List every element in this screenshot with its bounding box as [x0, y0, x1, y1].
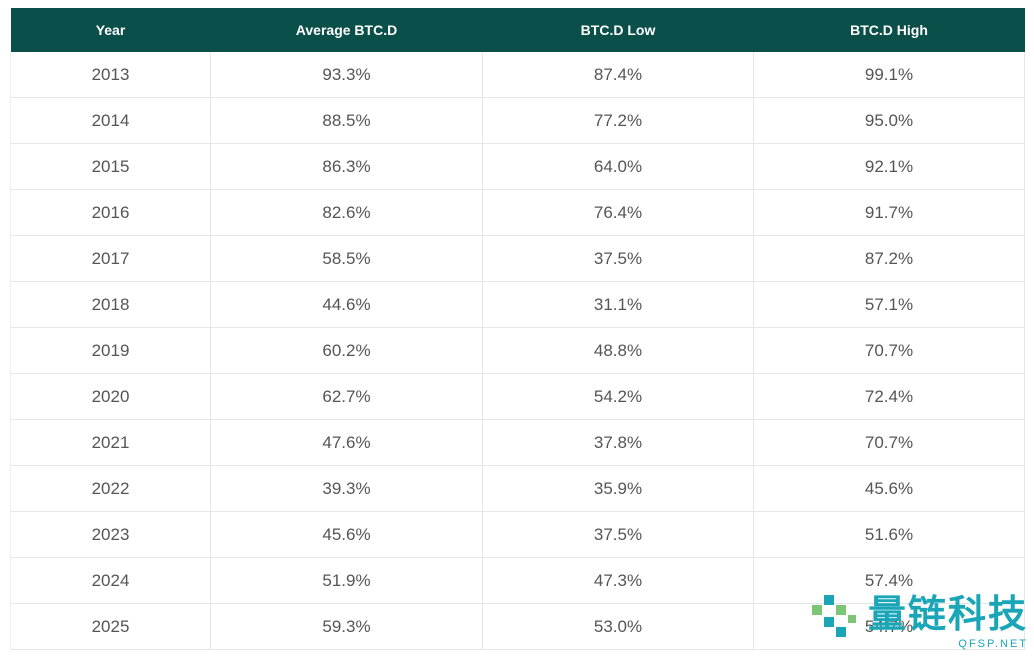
table-cell: 53.0%	[482, 603, 754, 650]
table-cell: 87.2%	[753, 235, 1025, 282]
table-cell: 47.3%	[482, 557, 754, 604]
table-cell: 95.0%	[753, 97, 1025, 144]
table-cell: 39.3%	[210, 465, 483, 512]
table-cell: 2022	[10, 465, 211, 512]
watermark-site: QFSP.NET	[958, 638, 1028, 650]
table-cell: 35.9%	[482, 465, 754, 512]
table-cell: 58.5%	[210, 235, 483, 282]
table-cell: 2018	[10, 281, 211, 328]
watermark-logo	[811, 594, 856, 637]
table-cell: 37.8%	[482, 419, 754, 466]
table-cell: 82.6%	[210, 189, 483, 236]
table-cell: 47.6%	[210, 419, 483, 466]
table-cell: 45.6%	[210, 511, 483, 558]
column-header: BTC.D Low	[482, 8, 754, 52]
table-cell: 70.7%	[753, 327, 1025, 374]
table-cell: 77.2%	[482, 97, 754, 144]
table-cell: 45.6%	[753, 465, 1025, 512]
table-row: 2013 93.3% 87.4% 99.1%	[10, 52, 1025, 98]
table-row: 2025 59.3% 53.0% 54.7%	[10, 603, 1025, 650]
table-cell: 54.7%	[753, 603, 1025, 650]
table-row: 2021 47.6% 37.8% 70.7%	[10, 419, 1025, 466]
table-cell: 59.3%	[210, 603, 483, 650]
table-body: 2013 93.3% 87.4% 99.1% 2014 88.5% 77.2% 95.0% 20…	[10, 52, 1025, 650]
table-cell: 64.0%	[482, 143, 754, 190]
column-header: Year	[10, 8, 211, 52]
table-cell: 2023	[10, 511, 211, 558]
table-cell: 2017	[10, 235, 211, 282]
table-cell: 70.7%	[753, 419, 1025, 466]
table-cell: 51.6%	[753, 511, 1025, 558]
table-row: 2016 82.6% 76.4% 91.7%	[10, 189, 1025, 236]
table-cell: 57.4%	[753, 557, 1025, 604]
table-row: 2014 88.5% 77.2% 95.0%	[10, 97, 1025, 144]
table-cell: 2013	[10, 52, 211, 98]
table-cell: 2025	[10, 603, 211, 650]
header-row: Year Average BTC.D BTC.D Low BTC.D High	[10, 8, 1025, 52]
table-cell: 57.1%	[753, 281, 1025, 328]
table-cell: 99.1%	[753, 52, 1025, 98]
watermark: 量链科技 QFSP.NET	[808, 583, 1028, 650]
table-cell: 76.4%	[482, 189, 754, 236]
table-row: 2024 51.9% 47.3% 57.4%	[10, 557, 1025, 604]
table-cell: 54.2%	[482, 373, 754, 420]
table-cell: 2021	[10, 419, 211, 466]
table-cell: 87.4%	[482, 52, 754, 98]
column-header: BTC.D High	[753, 8, 1025, 52]
table-cell: 60.2%	[210, 327, 483, 374]
table-cell: 86.3%	[210, 143, 483, 190]
table-row: 2017 58.5% 37.5% 87.2%	[10, 235, 1025, 282]
table-cell: 2014	[10, 97, 211, 144]
table-row: 2023 45.6% 37.5% 51.6%	[10, 511, 1025, 558]
table-cell: 2024	[10, 557, 211, 604]
table-cell: 91.7%	[753, 189, 1025, 236]
table-cell: 92.1%	[753, 143, 1025, 190]
table-cell: 48.8%	[482, 327, 754, 374]
table-cell: 31.1%	[482, 281, 754, 328]
table-row: 2019 60.2% 48.8% 70.7%	[10, 327, 1025, 374]
table-cell: 62.7%	[210, 373, 483, 420]
table-cell: 37.5%	[482, 511, 754, 558]
table-cell: 37.5%	[482, 235, 754, 282]
table-cell: 72.4%	[753, 373, 1025, 420]
table-cell: 2019	[10, 327, 211, 374]
table-cell: 2015	[10, 143, 211, 190]
table-row: 2022 39.3% 35.9% 45.6%	[10, 465, 1025, 512]
table-row: 2018 44.6% 31.1% 57.1%	[10, 281, 1025, 328]
table-cell: 2016	[10, 189, 211, 236]
table-cell: 44.6%	[210, 281, 483, 328]
table-row: 2020 62.7% 54.2% 72.4%	[10, 373, 1025, 420]
table-cell: 88.5%	[210, 97, 483, 144]
table-row: 2015 86.3% 64.0% 92.1%	[10, 143, 1025, 190]
data-table: Year Average BTC.D BTC.D Low BTC.D High 201…	[10, 8, 1025, 650]
watermark-name: 量链科技	[867, 592, 1028, 636]
table-cell: 51.9%	[210, 557, 483, 604]
table-cell: 2020	[10, 373, 211, 420]
column-header: Average BTC.D	[210, 8, 483, 52]
table-cell: 93.3%	[210, 52, 483, 98]
